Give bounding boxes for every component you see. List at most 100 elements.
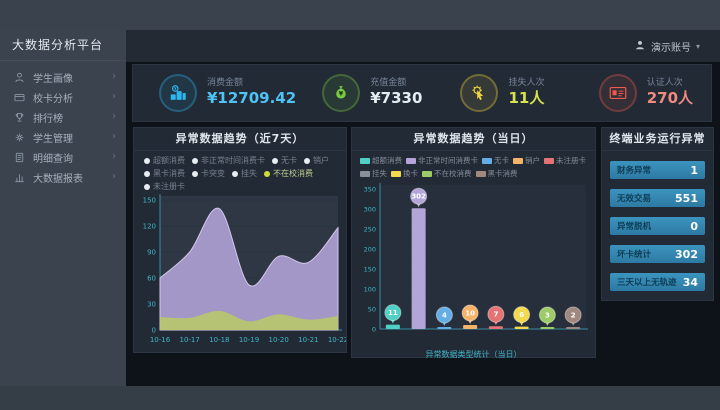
kpi-text: 认证人次 270人 <box>647 78 693 108</box>
sidebar-item-student-profile[interactable]: 学生画像 › <box>0 67 126 87</box>
svg-text:300: 300 <box>364 206 376 214</box>
legend-square-icon <box>360 157 370 164</box>
sidebar-item-card-analysis[interactable]: 校卡分析 › <box>0 87 126 107</box>
terminal-row-no-trace-3days[interactable]: 三天以上无轨迹 34 <box>610 273 705 291</box>
panel-trend-7days: 异常数据趋势（近7天） 超额消费 非正常时间消费卡 无卡 销户黑卡消费 卡突变 挂失 不在校… <box>133 127 347 353</box>
sidebar-item-student-management[interactable]: 学生管理 › <box>0 127 126 147</box>
legend-label: 未注册卡 <box>556 156 586 165</box>
terminal-row-label: 无效交易 <box>617 194 652 204</box>
legend-item[interactable]: 超额消费 <box>360 155 402 166</box>
legend-label: 卡突变 <box>201 169 225 178</box>
legend-item[interactable]: 销户 <box>304 155 329 166</box>
legend-7days: 超额消费 非正常时间消费卡 无卡 销户黑卡消费 卡突变 挂失 不在校消费未注册卡 <box>134 151 346 192</box>
kpi-text: 充值金额 ¥7330 <box>370 78 422 108</box>
terminal-row-value: 302 <box>675 247 698 261</box>
legend-square-icon <box>391 170 401 177</box>
user-menu[interactable]: 演示账号 ▾ <box>634 39 700 54</box>
legend-dot-icon <box>144 157 150 164</box>
trophy-icon <box>13 111 26 124</box>
coins-icon <box>159 74 197 112</box>
letterbox-bottom <box>0 386 720 410</box>
kpi-text: 挂失人次 11人 <box>508 78 544 108</box>
legend-item[interactable]: 非正常时间消费卡 <box>192 155 265 166</box>
svg-text:10-20: 10-20 <box>268 336 288 344</box>
legend-label: 黑卡消费 <box>153 169 185 178</box>
svg-text:10-18: 10-18 <box>209 336 229 344</box>
terminal-row-invalid-transactions[interactable]: 无效交易 551 <box>610 189 705 207</box>
kpi-label: 挂失人次 <box>508 78 545 88</box>
kpi-value: ¥12709.42 <box>207 89 297 108</box>
legend-label: 无卡 <box>494 156 509 165</box>
svg-text:90: 90 <box>147 249 156 257</box>
sidebar-item-label: 校卡分析 <box>33 93 73 105</box>
panel-title: 异常数据趋势（近7天） <box>134 128 346 151</box>
legend-item[interactable]: 卡突变 <box>192 168 225 179</box>
chevron-right-icon: › <box>112 131 116 142</box>
terminal-row-finance-anomaly[interactable]: 财务异常 1 <box>610 161 705 179</box>
legend-item[interactable]: 黑卡消费 <box>144 168 185 179</box>
terminal-row-label: 坏卡统计 <box>617 250 652 260</box>
svg-text:0: 0 <box>372 326 376 334</box>
legend-item[interactable]: 不在校消费 <box>264 168 313 179</box>
terminal-row-value: 0 <box>690 219 698 233</box>
moneybag-icon: ¥ <box>322 74 361 112</box>
chart-footer-link[interactable]: 异常数据类型统计（当日） <box>425 350 522 359</box>
legend-label: 换卡 <box>403 169 418 178</box>
chevron-right-icon: › <box>112 111 116 122</box>
panel-trend-today: 异常数据趋势（当日） 超额消费 非正常时间消费卡 无卡 销户 未注册卡 挂失 换卡 不在校消费… <box>351 127 596 359</box>
legend-item[interactable]: 黑卡消费 <box>475 168 518 179</box>
legend-dot-icon <box>192 157 198 164</box>
svg-text:10-17: 10-17 <box>179 336 199 344</box>
svg-text:150: 150 <box>143 197 156 205</box>
sidebar-item-label: 排行榜 <box>33 113 63 125</box>
legend-dot-icon <box>144 183 150 190</box>
sidebar-item-label: 学生管理 <box>33 133 73 145</box>
legend-label: 非正常时间消费卡 <box>201 156 265 165</box>
chevron-right-icon: › <box>112 151 116 162</box>
chevron-right-icon: › <box>112 171 116 182</box>
legend-item[interactable]: 超额消费 <box>144 155 185 166</box>
terminal-row-bad-card-count[interactable]: 坏卡统计 302 <box>610 245 705 263</box>
kpi-label: 充值金额 <box>370 78 407 88</box>
svg-text:150: 150 <box>364 266 376 274</box>
sidebar-item-detail-query[interactable]: 明细查询 › <box>0 147 126 167</box>
legend-item[interactable]: 未注册卡 <box>544 155 586 166</box>
report-icon <box>13 171 26 184</box>
sidebar-item-label: 大数据报表 <box>33 173 83 185</box>
terminal-row-abnormal-offline[interactable]: 异常脱机 0 <box>610 217 705 235</box>
svg-text:10: 10 <box>465 310 475 318</box>
terminal-row-value: 1 <box>690 163 698 177</box>
legend-label: 挂失 <box>241 169 257 178</box>
bar-chart: 0 50 100 150 200 250 300 350 11 302 4 10 7 6 3 2 <box>364 183 588 334</box>
kpi-panel: 消费金额 ¥12709.42 ¥ 充值金额 ¥7330 挂失人次 11人 认证人次 270人 <box>132 64 712 122</box>
app-title: 大数据分析平台 <box>0 30 126 61</box>
svg-text:30: 30 <box>147 301 156 309</box>
gear-icon <box>13 131 26 144</box>
legend-square-icon <box>422 170 432 177</box>
legend-item[interactable]: 销户 <box>513 155 540 166</box>
sidebar: 大数据分析平台 学生画像 › 校卡分析 › 排行榜 › 学生管理 › 明细查询 › 大数据报表 › <box>0 30 126 386</box>
legend-item[interactable]: 换卡 <box>391 168 418 179</box>
sidebar-item-label: 明细查询 <box>33 153 73 165</box>
top-header: 演示账号 ▾ <box>126 30 720 62</box>
legend-item[interactable]: 无卡 <box>272 155 297 166</box>
sidebar-item-bigdata-report[interactable]: 大数据报表 › <box>0 167 126 187</box>
terminal-rows: 财务异常 1 无效交易 551 异常脱机 0 坏卡统计 302 三天以上无轨迹 34 <box>602 151 713 291</box>
legend-item[interactable]: 不在校消费 <box>422 168 472 179</box>
legend-item[interactable]: 挂失 <box>360 168 387 179</box>
svg-text:10-16: 10-16 <box>150 336 171 344</box>
sidebar-item-rankings[interactable]: 排行榜 › <box>0 107 126 127</box>
area-chart: 0 30 60 90 120 150 10-16 10-17 10-18 10-19 10-20 10… <box>143 194 346 344</box>
svg-text:50: 50 <box>368 306 376 314</box>
legend-item[interactable]: 挂失 <box>232 168 257 179</box>
legend-item[interactable]: 无卡 <box>482 155 509 166</box>
legend-item[interactable]: 未注册卡 <box>144 181 185 192</box>
legend-item[interactable]: 非正常时间消费卡 <box>406 155 478 166</box>
legend-square-icon <box>482 157 492 164</box>
svg-text:250: 250 <box>364 226 376 234</box>
legend-label: 不在校消费 <box>434 169 472 178</box>
svg-text:4: 4 <box>442 312 447 320</box>
terminal-row-label: 财务异常 <box>617 166 652 176</box>
legend-square-icon <box>513 157 523 164</box>
